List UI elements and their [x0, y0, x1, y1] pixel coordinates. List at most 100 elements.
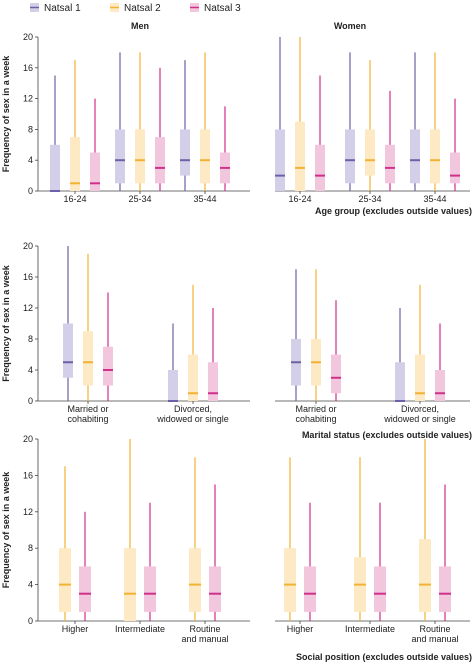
x-category-label: 25-34 [358, 194, 381, 204]
box-natsal-3 [450, 98, 460, 191]
iqr-box [209, 566, 221, 612]
iqr-box [304, 566, 316, 612]
box-natsal-2 [419, 439, 431, 621]
chart-panel-1: 0 4 8 12 16 20 Frequency of sex in a week Age g… [1, 21, 472, 216]
iqr-box [374, 566, 386, 612]
iqr-box [430, 129, 440, 184]
box-natsal-3 [304, 502, 316, 621]
legend-label: Natsal 1 [44, 3, 81, 14]
box-natsal-3 [315, 75, 325, 191]
y-tick-label: 12 [23, 303, 33, 313]
iqr-box [385, 144, 395, 184]
iqr-box [295, 121, 305, 191]
y-tick-label: 16 [23, 63, 33, 73]
iqr-box [450, 152, 460, 184]
iqr-box [189, 548, 201, 612]
box-natsal-3 [439, 484, 451, 621]
iqr-box [435, 370, 445, 401]
y-axis-title: Frequency of sex in a week [1, 471, 11, 589]
box-natsal-3 [79, 511, 91, 621]
y-tick-label: 12 [23, 94, 33, 104]
box-natsal-2 [430, 52, 440, 191]
y-tick-label: 16 [23, 272, 33, 282]
x-category-label: Divorced, [174, 404, 212, 414]
legend-label: Natsal 2 [124, 3, 161, 14]
box-natsal-3 [144, 502, 156, 621]
iqr-box [439, 566, 451, 612]
box-natsal-2 [83, 253, 93, 401]
box-natsal-1 [63, 246, 73, 401]
box-natsal-2 [70, 60, 80, 191]
iqr-box [331, 354, 341, 394]
iqr-box [124, 548, 136, 621]
x-category-label: 35-44 [423, 194, 446, 204]
x-category-label: Intermediate [345, 624, 395, 634]
x-category-label: and manual [411, 634, 458, 644]
iqr-box [59, 548, 71, 612]
x-category-label: Married or [67, 404, 108, 414]
chart-panel-2: 0 4 8 12 16 20 Frequency of sex in a week Marit… [1, 241, 472, 440]
box-natsal-2 [354, 457, 366, 621]
box-natsal-2 [189, 457, 201, 621]
box-natsal-2 [284, 457, 296, 621]
iqr-box [115, 129, 125, 184]
x-category-label: 25-34 [128, 194, 151, 204]
x-category-label: 16-24 [288, 194, 311, 204]
y-axis-title: Frequency of sex in a week [1, 264, 11, 382]
box-natsal-1 [168, 323, 178, 402]
y-tick-label: 20 [23, 241, 33, 251]
iqr-box [200, 129, 210, 184]
iqr-box [79, 566, 91, 612]
box-natsal-2 [135, 52, 145, 191]
iqr-box [395, 362, 405, 401]
group-title: Women [334, 21, 366, 31]
box-natsal-2 [415, 284, 425, 401]
x-category-label: Routine [419, 624, 450, 634]
legend-item: Natsal 1 [30, 3, 81, 14]
box-natsal-1 [395, 308, 405, 402]
iqr-box [155, 137, 165, 184]
iqr-box [188, 354, 198, 401]
box-natsal-2 [200, 52, 210, 191]
x-category-label: widowed or single [383, 414, 456, 424]
iqr-box [63, 323, 73, 378]
iqr-box [345, 129, 355, 184]
x-axis-title: Marital status (excludes outside values) [302, 430, 472, 440]
iqr-box [83, 331, 93, 386]
iqr-box [410, 129, 420, 184]
legend-item: Natsal 3 [190, 3, 241, 14]
iqr-box [90, 152, 100, 191]
y-axis-title: Frequency of sex in a week [1, 55, 11, 173]
legend-label: Natsal 3 [204, 3, 241, 14]
y-tick-label: 8 [28, 334, 33, 344]
box-natsal-3 [103, 292, 113, 401]
x-category-label: 35-44 [193, 194, 216, 204]
box-natsal-3 [374, 502, 386, 621]
chart-panel-3: 0 4 8 12 16 20 Frequency of sex in a week Socia… [1, 434, 472, 662]
iqr-box [135, 129, 145, 184]
iqr-box [419, 539, 431, 612]
x-category-label: Intermediate [115, 624, 165, 634]
box-natsal-3 [208, 308, 218, 401]
box-natsal-3 [90, 98, 100, 191]
iqr-box [50, 144, 60, 191]
y-tick-label: 8 [28, 124, 33, 134]
x-axis-title: Age group (excludes outside values) [315, 206, 472, 216]
box-natsal-3 [209, 484, 221, 621]
box-natsal-2 [295, 37, 305, 191]
x-category-label: Higher [62, 624, 89, 634]
y-tick-label: 0 [28, 396, 33, 406]
box-natsal-1 [180, 60, 190, 191]
x-category-label: and manual [181, 634, 228, 644]
box-natsal-1 [115, 52, 125, 191]
box-natsal-3 [220, 106, 230, 191]
box-natsal-3 [331, 300, 341, 401]
iqr-box [208, 362, 218, 401]
x-category-label: Married or [295, 404, 336, 414]
box-natsal-1 [291, 269, 301, 401]
legend-item: Natsal 2 [110, 3, 161, 14]
iqr-box [168, 370, 178, 401]
box-natsal-2 [188, 284, 198, 401]
box-natsal-1 [275, 37, 285, 191]
